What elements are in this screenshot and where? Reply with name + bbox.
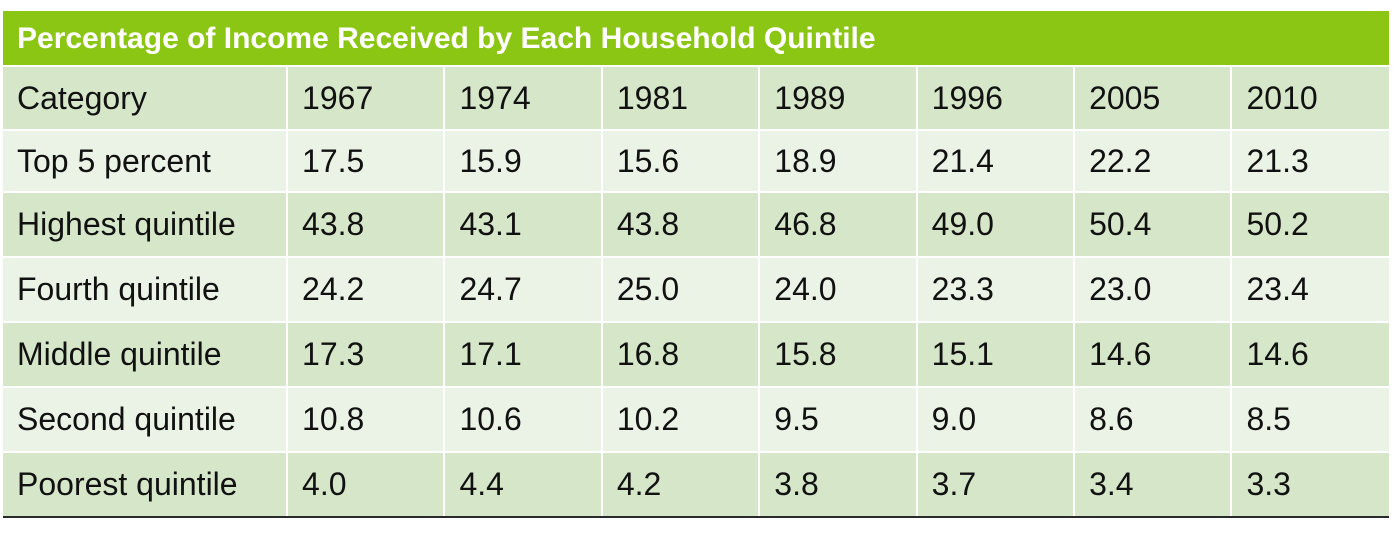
table-cell: 15.1 [916, 322, 1076, 388]
table-cell: 43.8 [287, 192, 446, 258]
table-cell: 14.6 [1074, 322, 1233, 388]
table-cell: 4.4 [444, 452, 603, 518]
table-cell: 9.0 [916, 387, 1076, 453]
table-cell: 17.3 [287, 322, 446, 388]
table-cell: 22.2 [1074, 130, 1233, 193]
table-title: Percentage of Income Received by Each Ho… [3, 11, 1389, 67]
table-cell: 24.2 [287, 257, 446, 323]
table-cell: 50.2 [1231, 192, 1389, 258]
row-label: Middle quintile [3, 322, 289, 388]
column-header-1989: 1989 [759, 67, 918, 131]
row-label: Poorest quintile [3, 452, 289, 518]
table-cell: 8.6 [1074, 387, 1233, 453]
column-header-2010: 2010 [1231, 67, 1389, 131]
table-cell: 3.7 [916, 452, 1076, 518]
column-header-1974: 1974 [444, 67, 603, 131]
table-row: Poorest quintile 4.0 4.4 4.2 3.8 3.7 3.4… [3, 452, 1389, 518]
table-row: Middle quintile 17.3 17.1 16.8 15.8 15.1… [3, 322, 1389, 388]
table-row: Second quintile 10.8 10.6 10.2 9.5 9.0 8… [3, 387, 1389, 453]
table-row: Top 5 percent 17.5 15.9 15.6 18.9 21.4 2… [3, 130, 1389, 193]
table-cell: 4.2 [601, 452, 761, 518]
column-header-1996: 1996 [916, 67, 1076, 131]
table-cell: 4.0 [287, 452, 446, 518]
table-cell: 3.8 [759, 452, 918, 518]
table-cell: 15.6 [601, 130, 761, 193]
table-cell: 9.5 [759, 387, 918, 453]
table-cell: 46.8 [759, 192, 918, 258]
income-quintile-table: Percentage of Income Received by Each Ho… [3, 11, 1389, 518]
data-table: Category 1967 1974 1981 1989 1996 2005 2… [3, 67, 1389, 518]
table-cell: 43.8 [601, 192, 761, 258]
table-cell: 10.8 [287, 387, 446, 453]
column-header-category: Category [3, 67, 289, 131]
column-header-2005: 2005 [1074, 67, 1233, 131]
table-cell: 15.9 [444, 130, 603, 193]
table-cell: 3.4 [1074, 452, 1233, 518]
table-cell: 17.1 [444, 322, 603, 388]
row-label: Top 5 percent [3, 130, 289, 193]
column-header-1981: 1981 [601, 67, 761, 131]
table-cell: 24.7 [444, 257, 603, 323]
table-cell: 23.4 [1231, 257, 1389, 323]
table-cell: 21.4 [916, 130, 1076, 193]
table-cell: 15.8 [759, 322, 918, 388]
table-cell: 23.0 [1074, 257, 1233, 323]
row-label: Fourth quintile [3, 257, 289, 323]
table-cell: 14.6 [1231, 322, 1389, 388]
column-header-1967: 1967 [287, 67, 446, 131]
table-cell: 25.0 [601, 257, 761, 323]
table-cell: 21.3 [1231, 130, 1389, 193]
table-cell: 23.3 [916, 257, 1076, 323]
table-cell: 50.4 [1074, 192, 1233, 258]
table-cell: 3.3 [1231, 452, 1389, 518]
table-cell: 10.6 [444, 387, 603, 453]
row-label: Highest quintile [3, 192, 289, 258]
row-label: Second quintile [3, 387, 289, 453]
table-row: Highest quintile 43.8 43.1 43.8 46.8 49.… [3, 192, 1389, 258]
header-row: Category 1967 1974 1981 1989 1996 2005 2… [3, 67, 1389, 131]
table-cell: 17.5 [287, 130, 446, 193]
table-cell: 18.9 [759, 130, 918, 193]
table-cell: 49.0 [916, 192, 1076, 258]
table-cell: 8.5 [1231, 387, 1389, 453]
table-row: Fourth quintile 24.2 24.7 25.0 24.0 23.3… [3, 257, 1389, 323]
table-cell: 43.1 [444, 192, 603, 258]
table-cell: 24.0 [759, 257, 918, 323]
table-cell: 10.2 [601, 387, 761, 453]
table-cell: 16.8 [601, 322, 761, 388]
